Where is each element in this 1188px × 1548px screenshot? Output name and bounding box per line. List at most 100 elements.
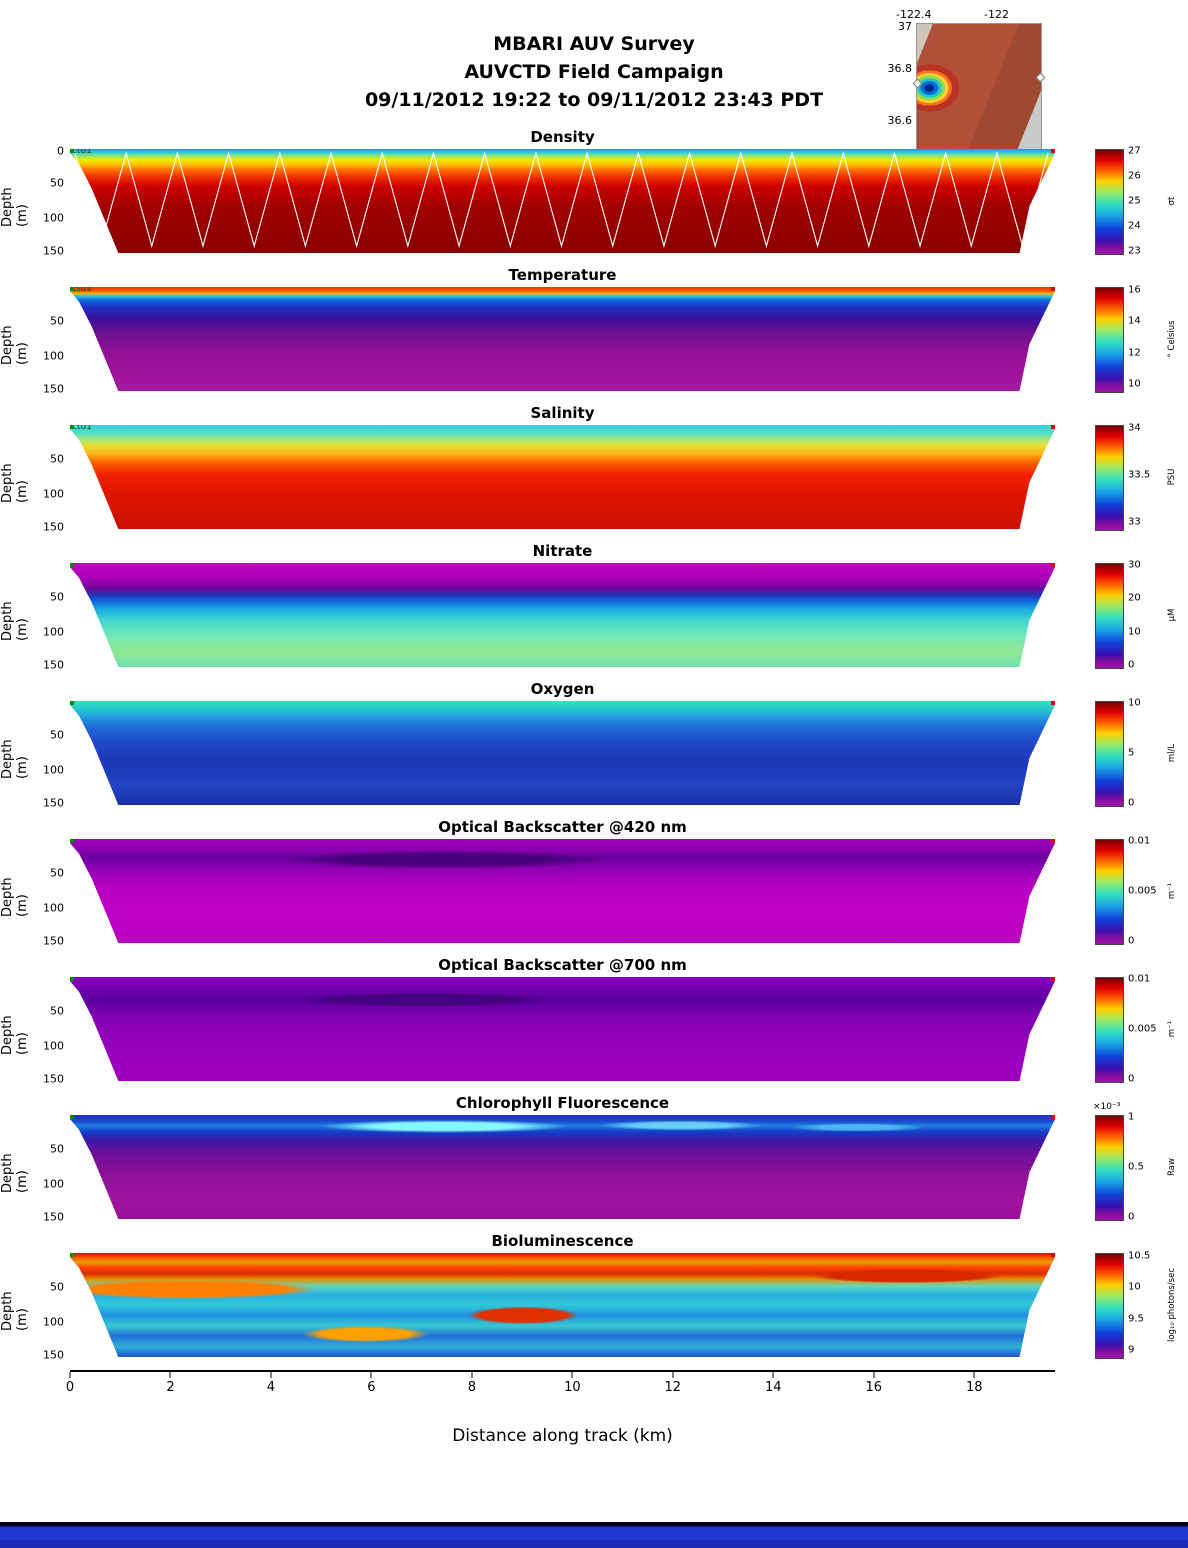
y-tick: 50 (50, 314, 64, 328)
ctd1-label: ctd1 (72, 284, 92, 294)
colorbar-oxygen (1095, 701, 1124, 807)
panel-title: Bioluminescence (491, 1232, 634, 1250)
y-tick: 50 (50, 590, 64, 604)
track-end-marker (1051, 701, 1055, 705)
colorbar-tick: 9.5 (1128, 1313, 1144, 1325)
colorbar-tick: 5 (1128, 747, 1135, 759)
colorbar-tick: 10 (1128, 697, 1141, 709)
track-end-marker (1051, 287, 1055, 291)
colorbar-unit: µM (1167, 608, 1177, 622)
track-end-marker (1051, 839, 1055, 843)
y-tick: 50 (50, 176, 64, 190)
panel-title: Chlorophyll Fluorescence (455, 1094, 670, 1112)
colorbar-unit: Raw (1167, 1158, 1177, 1176)
colorbar-salinity (1095, 425, 1124, 531)
map-y-tick: 36.6 (887, 114, 913, 127)
map-y-tick: 37 (898, 20, 912, 33)
colorbar-tick: 1 (1128, 1111, 1135, 1123)
panel-obs700: Optical Backscatter @700 nm Depth (m) 50… (0, 956, 1188, 1085)
x-tick: 10 (564, 1380, 581, 1395)
track-end-marker (1051, 149, 1055, 153)
colorbar-unit: log₁₀ photons/sec (1167, 1267, 1177, 1343)
colorbar-tick: 10.5 (1128, 1250, 1151, 1262)
colorbar-unit: PSU (1167, 468, 1177, 486)
track-start-marker (70, 1115, 74, 1119)
panel-title: Optical Backscatter @420 nm (438, 818, 687, 836)
track-start-marker (70, 563, 74, 567)
panel-chlorophyll: Chlorophyll Fluorescence Depth (m) 50 10… (0, 1094, 1188, 1223)
track-start-marker (70, 839, 74, 843)
colorbar-tick: 0.01 (1128, 835, 1151, 847)
colorbar-tick: 16 (1128, 284, 1141, 296)
panel-salinity: Salinity Depth (m) 50 100 150 ctd1 34 33… (0, 404, 1188, 533)
x-tick: 18 (965, 1380, 983, 1395)
panel-density: Density Depth (m) 0 50 100 150 ctd1 27 2 (0, 128, 1188, 257)
y-axis-label: Depth (m) (0, 325, 30, 365)
colorbar-unit: σt (1167, 196, 1177, 206)
colorbar-tick: 0.005 (1128, 1023, 1157, 1035)
x-tick: 12 (664, 1380, 682, 1395)
y-tick: 100 (43, 211, 64, 225)
track-start-marker (70, 287, 74, 291)
figure-header: MBARI AUV Survey AUVCTD Field Campaign 0… (0, 0, 1188, 114)
colorbar-tick: 10 (1128, 378, 1141, 390)
x-axis-label: Distance along track (km) (452, 1426, 673, 1446)
colorbar-tick: 0 (1128, 797, 1135, 809)
colorbar-tick: 9 (1128, 1344, 1135, 1356)
track-end-marker (1051, 1253, 1055, 1257)
panel-nitrate: Nitrate Depth (m) 50 100 150 30 20 10 0 … (0, 542, 1188, 671)
colorbar-tick: 10 (1128, 626, 1141, 638)
colorbar-tick: 24 (1128, 220, 1141, 232)
x-axis: 0 2 4 6 8 10 12 14 16 18 Distance along … (66, 1370, 1055, 1446)
colorbar-tick: 30 (1128, 559, 1141, 571)
y-axis-label: Depth (m) (0, 739, 30, 779)
colorbar-tick: 0.01 (1128, 973, 1151, 985)
y-tick: 150 (43, 658, 64, 672)
colorbar-tick: 34 (1128, 422, 1141, 434)
colorbar-unit: ° Celsius (1167, 320, 1177, 358)
map-x-tick: -122 (984, 8, 1009, 21)
panel-oxygen: Oxygen Depth (m) 50 100 150 10 5 0 ml/L (0, 680, 1188, 809)
colorbar-tick: 0 (1128, 1211, 1135, 1223)
colorbar-density (1095, 149, 1124, 255)
y-tick: 0 (57, 144, 64, 158)
colorbar-tick: 20 (1128, 592, 1141, 604)
y-tick: 100 (43, 487, 64, 501)
colorbar-obs700 (1095, 977, 1124, 1083)
y-tick: 150 (43, 1210, 64, 1224)
y-tick: 150 (43, 934, 64, 948)
colorbar-tick: 10 (1128, 1281, 1141, 1293)
title-line-2: AUVCTD Field Campaign (464, 61, 724, 83)
heatmap-nitrate (70, 563, 1055, 667)
map-x-tick: -122.4 (896, 8, 932, 21)
title-line-1: MBARI AUV Survey (493, 33, 695, 55)
colorbar-tick: 25 (1128, 195, 1141, 207)
x-tick: 8 (467, 1380, 477, 1395)
ctd1-label: ctd1 (72, 422, 92, 432)
heatmap-salinity: ctd1 (70, 425, 1055, 529)
y-axis-label: Depth (m) (0, 1153, 30, 1193)
panel-title: Density (530, 128, 595, 146)
track-start-marker (70, 425, 74, 429)
track-end-marker (1051, 425, 1055, 429)
y-axis-label: Depth (m) (0, 601, 30, 641)
track-start-marker (70, 701, 74, 705)
track-start-marker (70, 977, 74, 981)
map-survey-marker (1035, 72, 1046, 83)
heatmap-density: ctd1 (70, 149, 1055, 253)
y-tick: 100 (43, 901, 64, 915)
y-tick: 100 (43, 1177, 64, 1191)
colorbar-tick: 23 (1128, 245, 1141, 257)
panel-title: Salinity (530, 404, 595, 422)
colorbar-tick: 0 (1128, 935, 1135, 947)
colorbar-tick: 0.005 (1128, 885, 1157, 897)
track-start-marker (70, 1253, 74, 1257)
panel-temperature: Temperature Depth (m) 50 100 150 ctd1 16… (0, 266, 1188, 395)
y-tick: 100 (43, 625, 64, 639)
colorbar-tick: 14 (1128, 315, 1141, 327)
colorbar-chlorophyll (1095, 1115, 1124, 1221)
x-tick: 0 (65, 1380, 75, 1395)
map-survey-marker (912, 78, 923, 89)
y-tick: 50 (50, 1004, 64, 1018)
y-axis-label: Depth (m) (0, 187, 30, 227)
